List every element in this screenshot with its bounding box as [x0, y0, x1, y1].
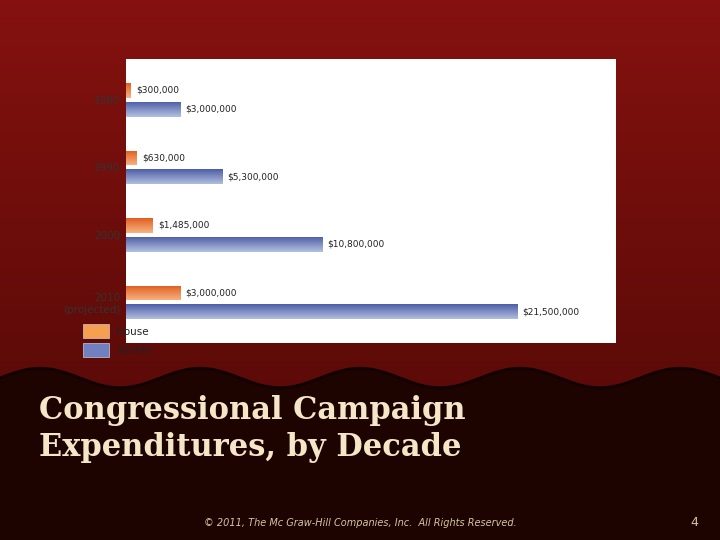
Text: © 2011, The Mc Graw-Hill Companies, Inc.  All Rights Reserved.: © 2011, The Mc Graw-Hill Companies, Inc.…: [204, 518, 516, 528]
Text: $3,000,000: $3,000,000: [185, 288, 237, 298]
Bar: [83, 343, 109, 357]
Text: $5,300,000: $5,300,000: [228, 172, 279, 181]
Bar: [83, 324, 109, 338]
Text: $10,800,000: $10,800,000: [328, 240, 384, 249]
Text: $630,000: $630,000: [142, 153, 185, 163]
Text: Congressional Campaign
Expenditures, by Decade: Congressional Campaign Expenditures, by …: [39, 395, 466, 463]
Text: $300,000: $300,000: [136, 86, 179, 95]
Text: 4: 4: [690, 516, 698, 530]
Text: $1,485,000: $1,485,000: [158, 221, 209, 230]
Text: $21,500,000: $21,500,000: [523, 307, 580, 316]
Text: $3,000,000: $3,000,000: [185, 105, 237, 114]
Text: Senate: Senate: [116, 346, 153, 355]
Text: House: House: [116, 327, 148, 336]
